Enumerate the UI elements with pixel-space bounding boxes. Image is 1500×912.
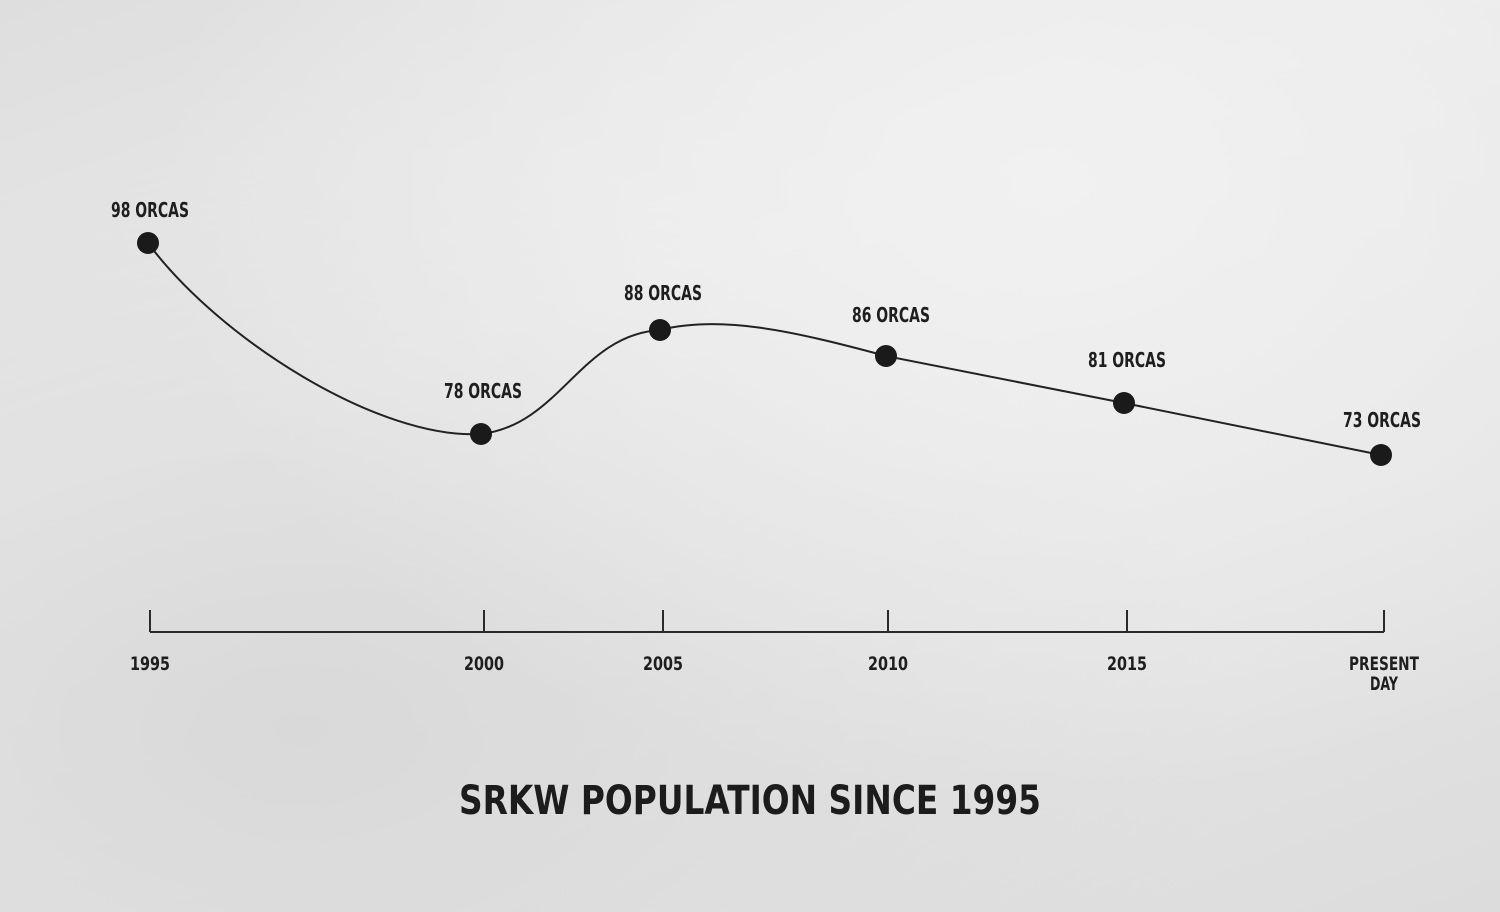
- data-point-marker: [137, 232, 159, 254]
- x-tick-label: 2005: [643, 653, 683, 675]
- x-axis-ticks: [149, 610, 1385, 632]
- x-tick-label: PRESENT: [1349, 653, 1419, 675]
- data-label: 98 ORCAS: [111, 198, 189, 222]
- x-tick-label: 1995: [130, 653, 170, 675]
- data-point-marker: [875, 345, 897, 367]
- data-label: 78 ORCAS: [444, 379, 522, 403]
- data-label: 88 ORCAS: [624, 281, 702, 305]
- x-tick-label: 2000: [464, 653, 504, 675]
- data-label: 86 ORCAS: [852, 303, 930, 327]
- data-label: 73 ORCAS: [1343, 408, 1421, 432]
- data-point-marker: [1370, 444, 1392, 466]
- markers-group: [137, 232, 1392, 466]
- x-tick-label: 2015: [1107, 653, 1147, 675]
- data-point-marker: [649, 319, 671, 341]
- value-labels-group: 98 ORCAS 78 ORCAS 88 ORCAS 86 ORCAS 81 ORCAS…: [111, 198, 1421, 432]
- data-point-marker: [1113, 392, 1135, 414]
- x-tick-label: 2010: [868, 653, 908, 675]
- series-line: [147, 242, 1382, 456]
- x-tick-label: DAY: [1370, 673, 1398, 695]
- data-point-marker: [470, 423, 492, 445]
- data-label: 81 ORCAS: [1088, 348, 1166, 372]
- chart-title: SRKW POPULATION SINCE 1995: [458, 778, 1042, 824]
